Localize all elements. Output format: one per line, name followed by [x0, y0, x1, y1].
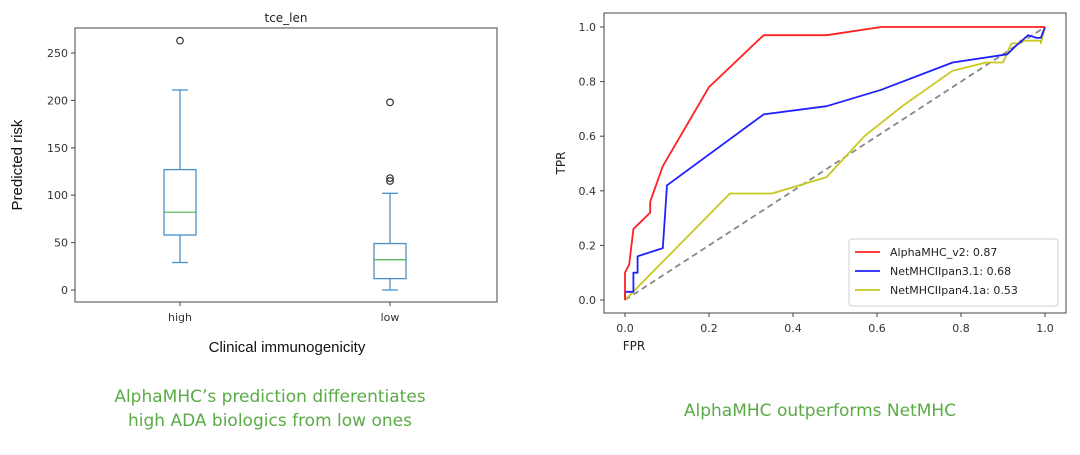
y-tick-label: 0.6 — [579, 130, 597, 143]
box-low — [373, 98, 407, 291]
left-caption: AlphaMHC’s prediction differentiates hig… — [40, 385, 500, 433]
x-tick-label: 1.0 — [1036, 322, 1054, 335]
roc-line-2 — [624, 26, 1046, 301]
roc-x-axis-label: FPR — [623, 339, 645, 353]
left-caption-line-1: AlphaMHC’s prediction differentiates — [114, 387, 426, 407]
roc-x-ticks: 0.0 0.2 0.4 0.6 0.8 1.0 — [616, 313, 1054, 335]
y-tick-label: 50 — [54, 237, 68, 250]
roc-chart: 0.0 0.2 0.4 0.6 0.8 1.0 0.0 0.2 0.4 0.6 0.8 1.0 TP… — [554, 12, 1067, 353]
x-tick-label: 0.8 — [952, 322, 970, 335]
boxplot-y-ticks: 0 50 100 150 200 250 — [47, 47, 75, 297]
legend-label: NetMHCIIpan4.1a: 0.53 — [890, 284, 1018, 297]
x-tick-label: high — [168, 311, 192, 324]
box-iqr — [163, 168, 197, 236]
boxplot-y-axis-label: Predicted risk — [9, 119, 26, 210]
boxplot-title: tce_len — [264, 11, 307, 25]
legend-label: NetMHCIIpan3.1: 0.68 — [890, 265, 1011, 278]
legend-frame — [848, 238, 1059, 307]
y-tick-label: 150 — [47, 142, 68, 155]
boxplot-chart: tce_len 0 50 100 150 200 250 high low Predicte… — [9, 11, 498, 356]
outlier-point — [386, 174, 394, 183]
x-tick-label: 0.4 — [784, 322, 802, 335]
legend-label: AlphaMHC_v2: 0.87 — [890, 246, 997, 259]
y-tick-label: 0.2 — [579, 239, 597, 252]
y-tick-label: 0.8 — [579, 76, 597, 89]
outlier-point — [386, 98, 394, 107]
x-tick-label: low — [381, 311, 400, 324]
x-tick-label: 0.0 — [616, 322, 634, 335]
boxplot-x-axis-label: Clinical immunogenicity — [209, 339, 366, 356]
left-caption-line-2: high ADA biologics from low ones — [128, 411, 412, 431]
outlier-point — [386, 177, 394, 185]
outlier-point — [176, 36, 184, 45]
roc-legend: AlphaMHC_v2: 0.87 NetMHCIIpan3.1: 0.68 Net… — [848, 238, 1059, 307]
y-tick-label: 0.0 — [579, 294, 597, 307]
y-tick-label: 100 — [47, 189, 68, 202]
roc-plot-frame — [603, 12, 1067, 314]
x-tick-label: 0.2 — [700, 322, 718, 335]
box-high — [163, 36, 197, 264]
x-tick-label: 0.6 — [868, 322, 886, 335]
boxplot-marks — [163, 36, 407, 291]
box-iqr — [373, 242, 407, 280]
right-caption: AlphaMHC outperforms NetMHC — [683, 401, 957, 421]
boxplot-x-ticks: high low — [168, 302, 399, 324]
y-tick-label: 200 — [47, 94, 68, 107]
roc-line-0 — [624, 26, 1045, 300]
y-tick-label: 1.0 — [579, 21, 597, 34]
boxplot-plot-frame — [74, 27, 498, 303]
y-tick-label: 0.4 — [579, 185, 597, 198]
roc-line-1 — [624, 26, 1046, 300]
y-tick-label: 0 — [61, 284, 68, 297]
roc-y-axis-label: TPR — [554, 152, 568, 176]
y-tick-label: 250 — [47, 47, 68, 60]
chance-diagonal-line — [624, 26, 1046, 301]
roc-y-ticks: 0.0 0.2 0.4 0.6 0.8 1.0 — [579, 21, 604, 307]
roc-lines — [624, 26, 1046, 301]
